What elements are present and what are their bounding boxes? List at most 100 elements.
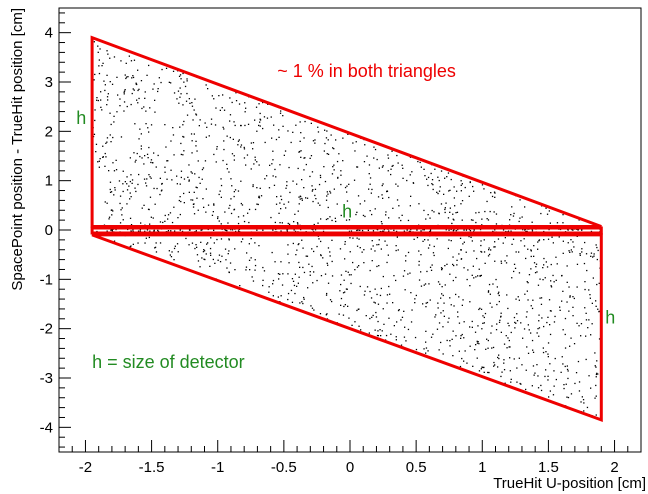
data-point xyxy=(433,254,435,257)
data-point xyxy=(386,294,389,296)
data-point xyxy=(371,213,373,216)
data-point xyxy=(509,219,511,221)
data-point xyxy=(438,322,441,324)
data-point xyxy=(278,212,280,214)
data-point xyxy=(591,323,593,325)
data-point xyxy=(479,275,481,277)
data-point xyxy=(553,321,556,323)
data-point xyxy=(259,121,261,123)
data-point xyxy=(147,208,150,210)
data-point xyxy=(318,183,321,186)
data-point xyxy=(403,270,406,272)
data-point xyxy=(469,301,471,303)
data-point xyxy=(425,306,427,308)
data-point xyxy=(364,144,366,146)
data-point xyxy=(504,237,506,239)
data-point xyxy=(507,322,509,324)
data-point xyxy=(487,290,490,292)
data-point xyxy=(169,212,172,214)
x-tick-label: -1 xyxy=(211,459,224,476)
data-point xyxy=(126,183,128,185)
data-point xyxy=(572,241,574,243)
data-point xyxy=(562,363,564,365)
x-axis-ticks: -2 -1.5 -1 -0.5 0 0.5 1 1.5 2 xyxy=(58,440,642,476)
data-point xyxy=(520,383,522,385)
data-point xyxy=(439,186,441,188)
data-point xyxy=(378,167,380,169)
data-point xyxy=(411,171,413,173)
data-point xyxy=(397,309,400,312)
data-point xyxy=(111,230,113,232)
data-point xyxy=(579,254,581,256)
data-point xyxy=(220,196,222,198)
data-point xyxy=(489,293,491,295)
data-point xyxy=(496,286,498,288)
data-point xyxy=(346,200,349,202)
data-point xyxy=(279,273,281,275)
data-point xyxy=(363,262,365,264)
data-point xyxy=(493,211,495,213)
data-point xyxy=(317,222,319,224)
data-point xyxy=(369,177,372,179)
data-point xyxy=(555,378,557,381)
data-point xyxy=(458,296,460,298)
data-point xyxy=(93,133,96,135)
data-point xyxy=(423,168,425,170)
data-point xyxy=(253,163,255,165)
data-point xyxy=(260,195,263,197)
data-point xyxy=(279,202,281,204)
data-point xyxy=(585,253,588,255)
data-point xyxy=(187,176,189,178)
data-point xyxy=(595,395,597,397)
data-point xyxy=(140,222,142,224)
data-point xyxy=(324,129,326,131)
data-point xyxy=(452,263,454,266)
data-point xyxy=(388,217,390,219)
data-point xyxy=(300,132,302,134)
data-point xyxy=(258,195,260,197)
data-point xyxy=(476,257,478,260)
data-point xyxy=(194,247,196,250)
data-point xyxy=(237,190,240,192)
data-point xyxy=(444,265,446,267)
data-point xyxy=(314,188,317,190)
data-point xyxy=(332,147,334,149)
data-point xyxy=(584,288,586,291)
data-point xyxy=(198,125,200,127)
data-point xyxy=(427,247,430,249)
data-point xyxy=(245,164,247,166)
x-tick-label: 2 xyxy=(610,459,618,476)
data-point xyxy=(123,110,125,112)
data-point xyxy=(456,264,458,266)
data-point xyxy=(278,278,280,280)
data-point xyxy=(137,69,139,71)
data-point xyxy=(243,148,246,150)
data-point xyxy=(537,387,540,389)
data-point xyxy=(382,275,384,278)
data-point xyxy=(282,273,284,275)
data-point xyxy=(543,325,545,328)
data-point xyxy=(98,72,101,75)
data-point xyxy=(487,291,490,293)
data-point xyxy=(402,167,404,169)
data-point xyxy=(383,229,385,231)
data-point xyxy=(437,176,439,178)
data-point xyxy=(552,242,554,244)
data-point xyxy=(352,237,354,239)
data-point xyxy=(463,337,465,339)
data-point xyxy=(534,372,536,374)
data-point xyxy=(364,290,366,292)
data-point xyxy=(306,197,309,199)
data-point xyxy=(324,180,327,183)
data-point xyxy=(218,220,220,222)
data-point xyxy=(547,316,549,318)
data-point xyxy=(109,188,111,191)
data-point xyxy=(409,230,412,233)
data-point xyxy=(177,90,180,92)
data-point xyxy=(563,387,565,390)
data-point xyxy=(503,369,506,371)
data-point xyxy=(466,278,468,281)
data-point xyxy=(483,239,485,241)
data-point xyxy=(178,102,180,104)
data-point xyxy=(293,229,295,231)
